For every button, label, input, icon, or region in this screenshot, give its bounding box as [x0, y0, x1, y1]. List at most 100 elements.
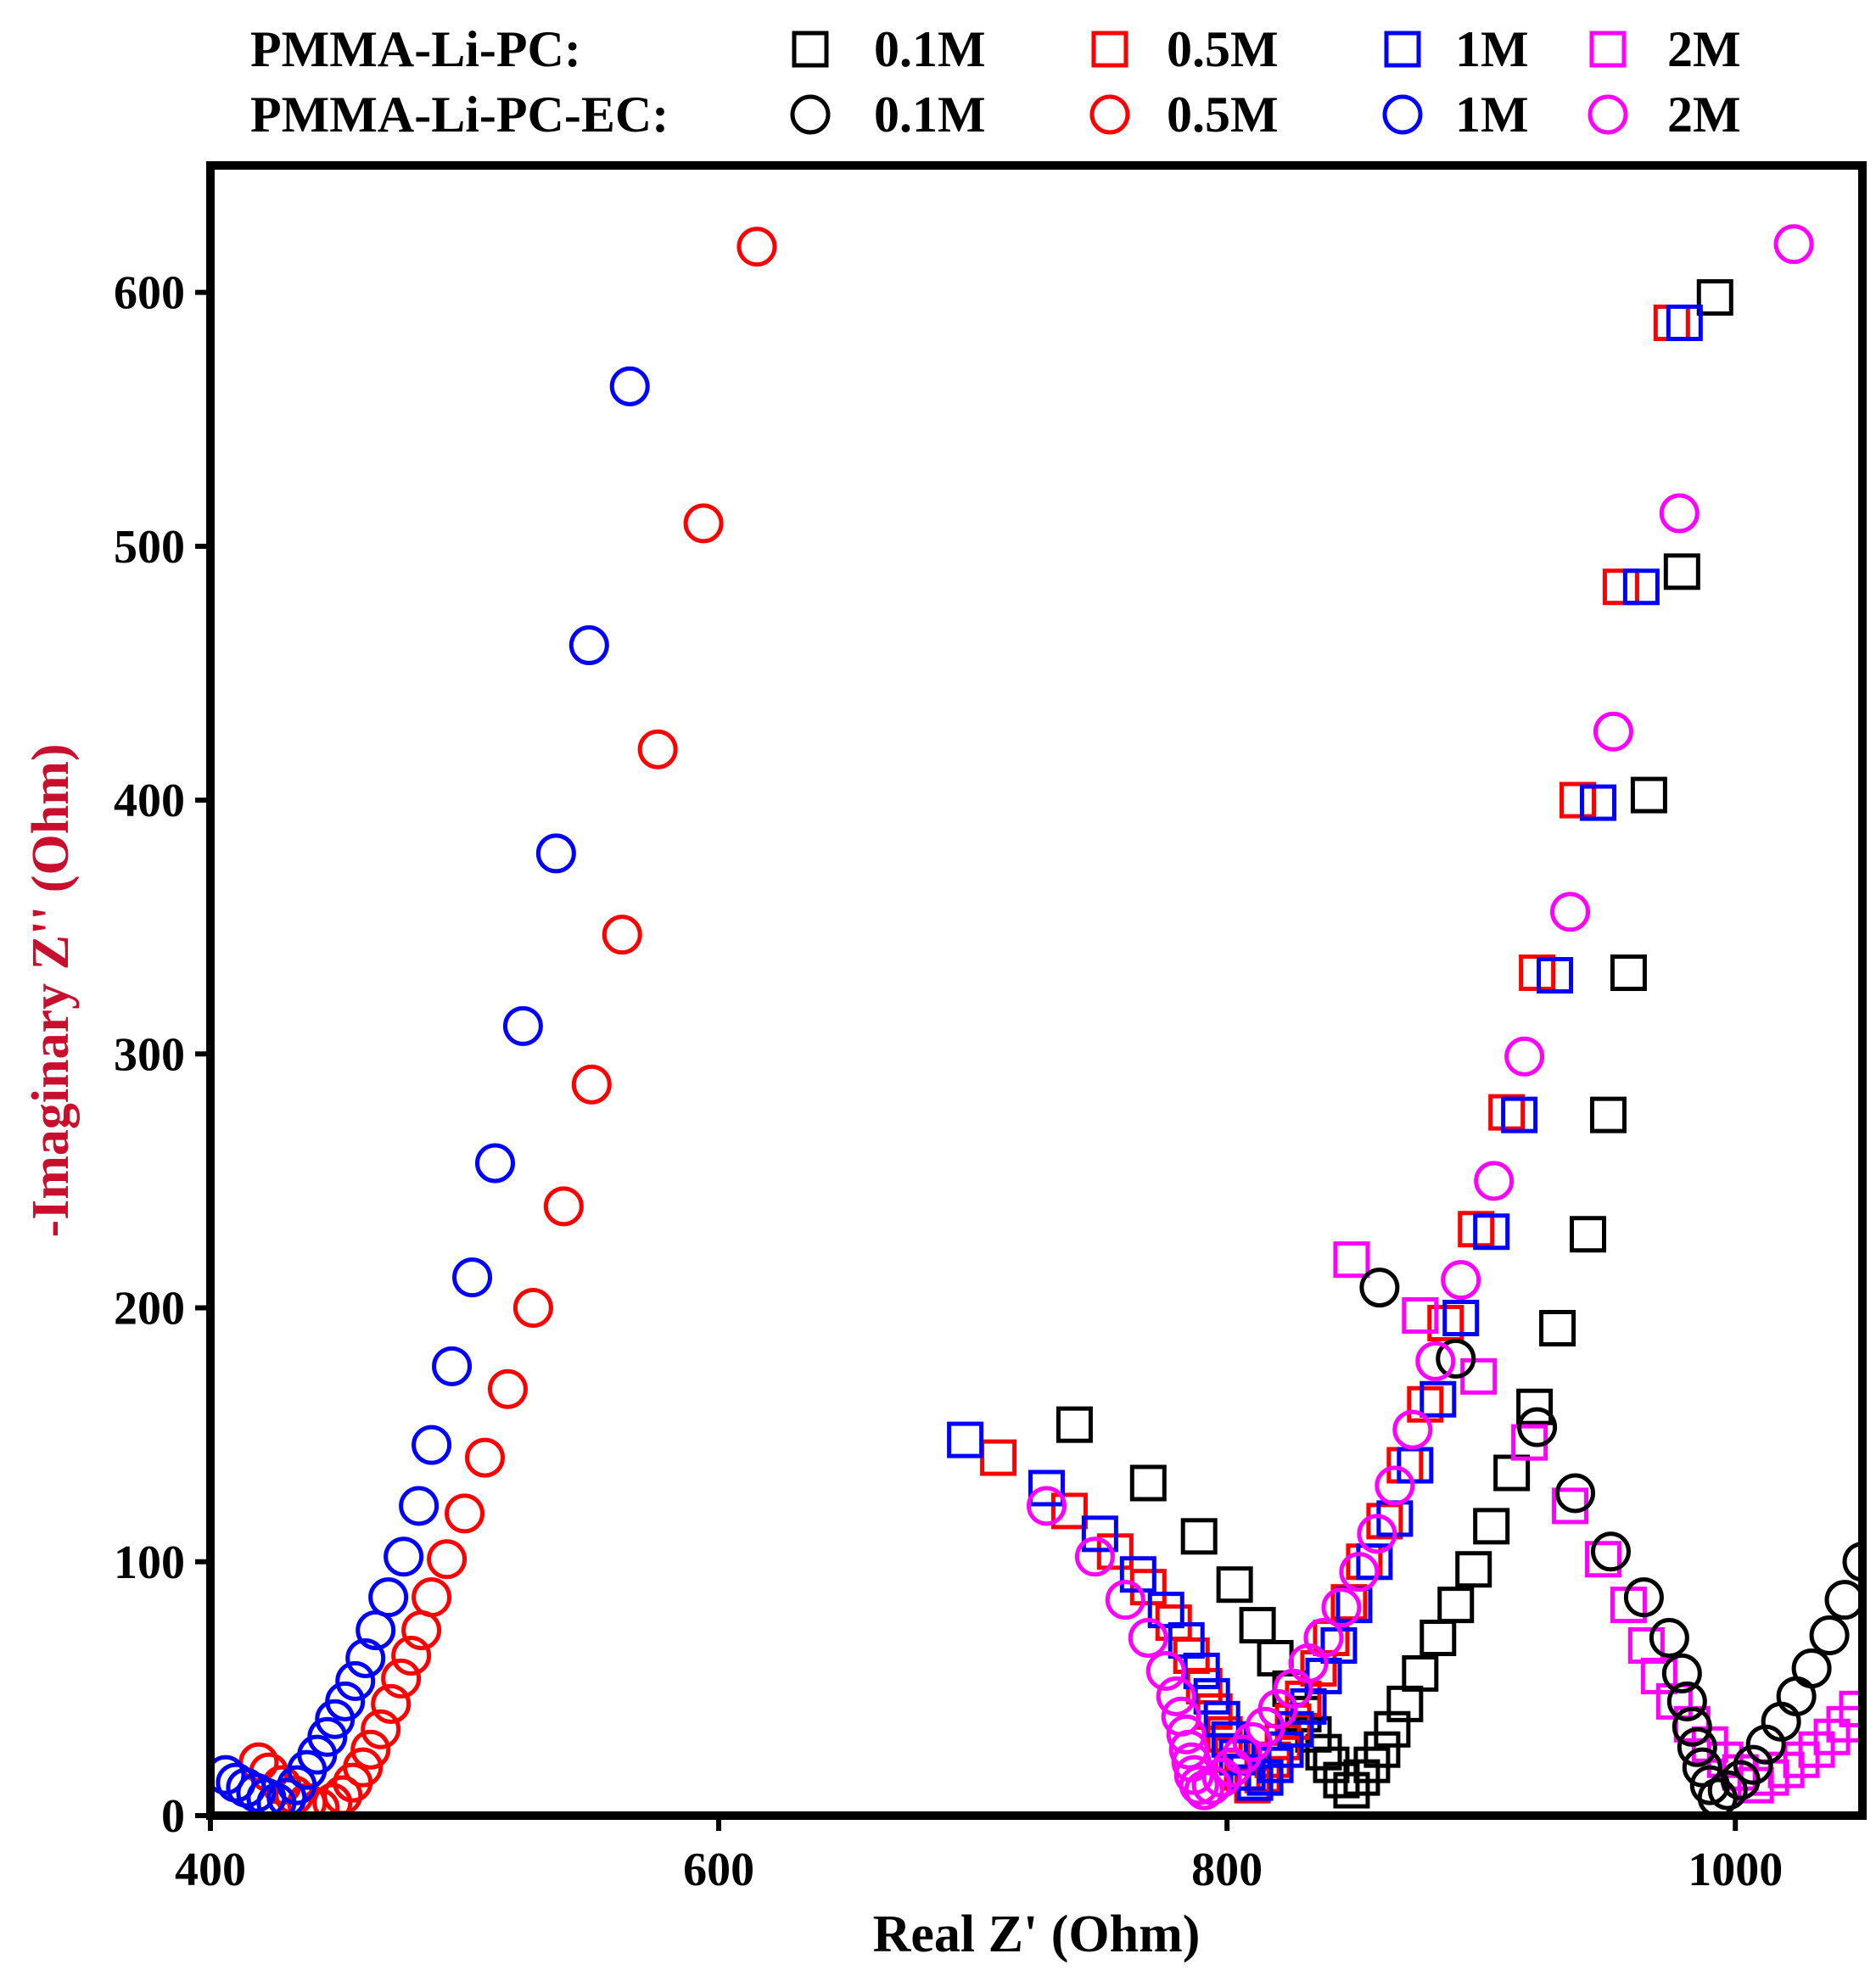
data-point	[1333, 1241, 1370, 1279]
data-point	[1436, 1338, 1476, 1379]
data-point	[637, 729, 678, 770]
data-point	[1420, 1380, 1457, 1418]
data-point	[1622, 568, 1660, 606]
data-point	[1402, 1654, 1439, 1692]
data-point	[1392, 1409, 1433, 1450]
data-point	[1791, 1648, 1832, 1688]
data-point	[1343, 1759, 1380, 1796]
data-point	[1666, 305, 1703, 342]
data-point	[432, 1346, 473, 1386]
data-point	[1321, 1587, 1362, 1628]
x-tick-label: 800	[1191, 1844, 1263, 1896]
data-point	[1672, 1706, 1712, 1747]
series-pmma-li-pc-ec-0.1m	[1359, 1268, 1862, 1816]
data-point	[1156, 1676, 1196, 1716]
data-point	[568, 625, 609, 666]
data-point	[384, 1536, 424, 1577]
data-point	[1623, 1577, 1664, 1618]
data-point	[1589, 1096, 1627, 1133]
data-point	[345, 1637, 386, 1678]
data-point	[609, 366, 650, 406]
data-point	[452, 1257, 493, 1298]
data-point	[1627, 1627, 1665, 1665]
data-point	[1677, 1727, 1717, 1767]
data-point	[445, 1493, 485, 1534]
data-point	[1420, 1620, 1457, 1657]
data-point	[1555, 1473, 1596, 1514]
data-point	[683, 503, 724, 544]
series-pmma-li-pc-0.5m	[980, 305, 1690, 1804]
data-point	[325, 1681, 366, 1721]
data-point	[1610, 954, 1647, 992]
data-point	[1579, 784, 1616, 821]
data-point	[1339, 1552, 1380, 1592]
x-tick-label: 600	[683, 1844, 754, 1896]
y-axis-label: -Imaginary Z'' (Ohm)	[22, 743, 80, 1237]
series-pmma-li-pc-ec-2m	[1026, 224, 1814, 1811]
data-point	[1842, 1542, 1862, 1582]
data-point	[736, 227, 777, 267]
y-tick-label: 100	[114, 1536, 185, 1589]
data-point	[1203, 1700, 1240, 1738]
data-point	[1415, 1341, 1456, 1381]
x-tick-label: 1000	[1688, 1844, 1783, 1896]
data-point	[412, 1424, 452, 1465]
data-point	[368, 1577, 409, 1618]
data-point	[1839, 1690, 1862, 1727]
data-point	[487, 1369, 528, 1409]
data-point	[1773, 224, 1814, 265]
y-tick-label: 400	[114, 775, 185, 827]
legend-entry-label: 0.5M	[1167, 87, 1279, 143]
data-point	[1437, 1587, 1475, 1624]
data-point	[1697, 1777, 1738, 1816]
data-point	[1537, 957, 1574, 994]
data-point	[399, 1486, 440, 1526]
axes: 400 600 800 1000 0 100 200 300 400 500 600	[114, 267, 1783, 1896]
data-point	[1661, 1653, 1702, 1693]
series-pmma-li-pc-2m	[1333, 1241, 1862, 1804]
x-tick-label: 400	[175, 1844, 246, 1896]
data-point	[371, 1683, 412, 1724]
data-point	[1333, 1772, 1370, 1809]
legend-entry-label: 1M	[1455, 21, 1529, 77]
data-point	[210, 1755, 246, 1795]
legend-marker	[1382, 94, 1423, 135]
data-point	[1584, 1541, 1621, 1578]
data-point	[1180, 1518, 1218, 1555]
data-point	[335, 1660, 376, 1701]
data-point	[343, 1747, 384, 1788]
data-point	[1074, 1536, 1115, 1577]
data-point	[1501, 1096, 1538, 1133]
data-points	[210, 224, 1862, 1816]
legend-marker	[1384, 31, 1421, 68]
legend-group-label: PMMA-Li-PC:	[250, 21, 581, 77]
data-point	[947, 1421, 984, 1458]
y-tick-label: 300	[114, 1028, 185, 1081]
data-point	[1590, 1531, 1631, 1572]
legend-group-label: PMMA-Li-PC-EC:	[250, 87, 669, 143]
data-point	[1364, 1731, 1401, 1768]
data-point	[571, 1064, 612, 1105]
data-point	[1488, 1094, 1526, 1131]
data-point	[1707, 1770, 1748, 1811]
data-point	[1517, 1407, 1558, 1447]
data-point	[1630, 776, 1667, 814]
data-point	[1602, 568, 1639, 606]
data-point	[361, 1709, 401, 1749]
legend-entry-label: 0.5M	[1167, 21, 1279, 77]
data-point	[1397, 1447, 1434, 1484]
data-point	[1212, 1747, 1252, 1788]
data-point	[1516, 1388, 1554, 1425]
data-point	[1813, 1718, 1851, 1755]
y-tick-label: 500	[114, 521, 185, 574]
data-point	[543, 1186, 584, 1227]
series-pmma-li-pc-ec-0.5m	[238, 227, 777, 1816]
data-point	[1359, 1268, 1400, 1308]
data-point	[1442, 1300, 1480, 1337]
data-point	[1809, 1615, 1850, 1656]
data-point	[1374, 1710, 1411, 1748]
legend-entry-label: 2M	[1667, 87, 1741, 143]
legend-entry-label: 2M	[1667, 21, 1741, 77]
data-point	[1493, 1454, 1531, 1492]
